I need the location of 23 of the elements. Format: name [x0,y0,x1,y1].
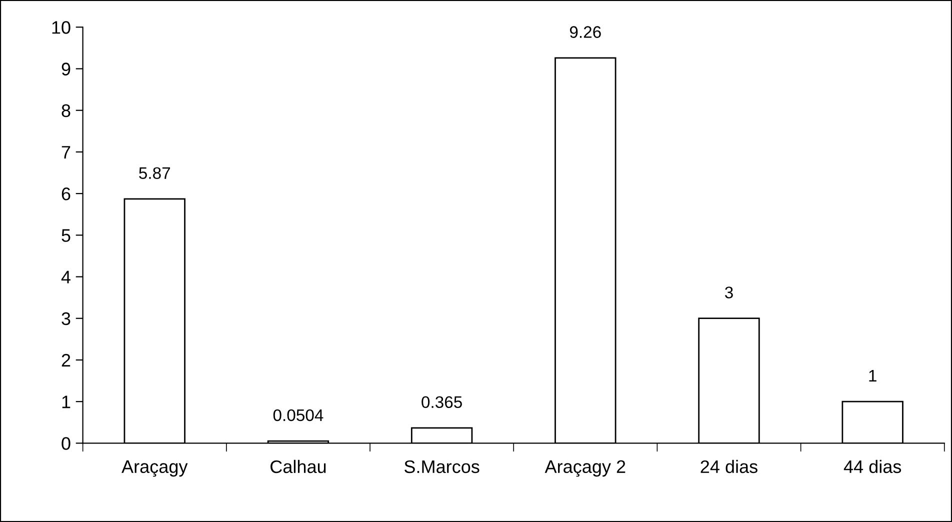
x-tick-label: 24 dias [700,460,758,474]
y-tick-label: 3 [62,312,70,326]
y-tick-label: 8 [62,104,70,118]
y-tick-label: 10 [52,21,70,34]
x-tick-label: S.Marcos [404,460,480,474]
y-tick-label: 5 [62,229,70,242]
y-tick-label: 2 [62,354,70,367]
y-tick-label: 9 [62,62,70,76]
data-label: 5.87 [139,167,170,180]
x-tick-label: Araçagy 2 [544,460,626,477]
y-tick-label: 7 [62,146,70,158]
y-tick-label: 0 [62,437,70,450]
data-label: 0.0504 [273,409,324,422]
x-tick-label: 44 dias [844,460,902,474]
x-tick-label: Araçagy [122,460,188,477]
data-label: 3 [724,286,733,298]
data-label: 9.26 [570,26,601,38]
x-tick-label: Calhau [270,460,326,474]
data-label: 0.365 [422,396,462,408]
y-tick-label: 1 [62,396,70,408]
y-tick-label: 4 [61,270,70,284]
data-label: 1 [869,370,876,382]
y-tick-label: 6 [62,187,70,200]
